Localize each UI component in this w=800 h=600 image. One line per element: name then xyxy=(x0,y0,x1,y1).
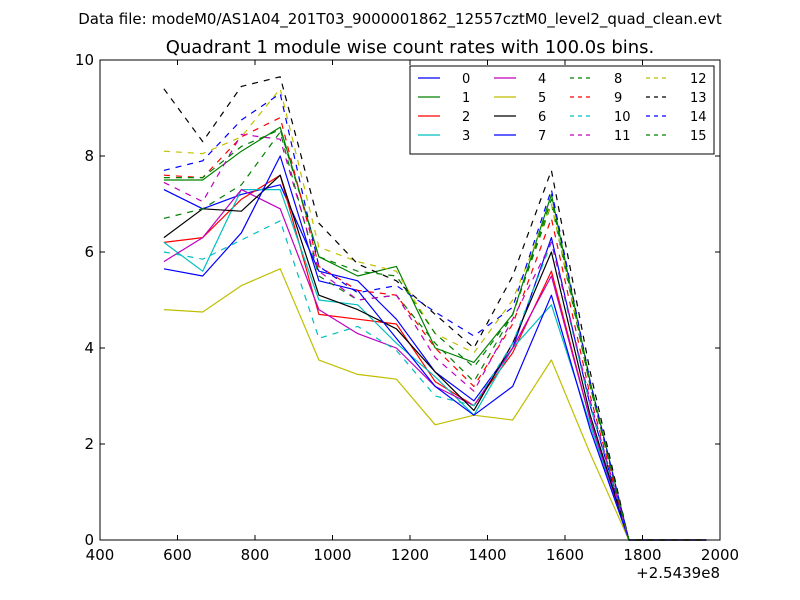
legend-label-6: 6 xyxy=(538,110,546,125)
legend-label-1: 1 xyxy=(462,91,470,106)
series-line-4 xyxy=(163,189,707,541)
series-line-13 xyxy=(163,76,707,541)
legend-label-12: 12 xyxy=(690,72,707,87)
series-line-5 xyxy=(163,268,707,541)
x-tick-label: 1600 xyxy=(546,546,584,564)
legend-label-9: 9 xyxy=(614,91,622,106)
x-tick-label: 400 xyxy=(86,546,115,564)
y-tick-label: 0 xyxy=(84,531,94,549)
series-line-14 xyxy=(163,92,707,541)
legend-label-4: 4 xyxy=(538,72,546,87)
series-line-12 xyxy=(163,88,707,541)
legend-label-5: 5 xyxy=(538,91,546,106)
series-line-15 xyxy=(163,129,707,541)
legend-label-7: 7 xyxy=(538,129,546,144)
legend-label-13: 13 xyxy=(690,91,707,106)
x-tick-label: 1000 xyxy=(313,546,351,564)
legend-label-11: 11 xyxy=(614,129,631,144)
x-offset-label: +2.5439e8 xyxy=(636,564,720,582)
series-line-6 xyxy=(163,174,707,541)
legend-label-0: 0 xyxy=(462,72,470,87)
series-line-7 xyxy=(163,155,707,541)
legend-label-3: 3 xyxy=(462,129,470,144)
y-tick-label: 4 xyxy=(84,339,94,357)
y-tick-label: 8 xyxy=(84,147,94,165)
series-line-10 xyxy=(163,220,707,541)
plot-frame xyxy=(99,59,721,541)
chart-title: Quadrant 1 module wise count rates with … xyxy=(166,37,655,58)
x-tick-label: 1800 xyxy=(623,546,661,564)
series-line-9 xyxy=(163,116,707,541)
x-tick-labels: 400 600 800 1000 1200 1400 1600 1800 2000 xyxy=(86,546,739,564)
series-line-3 xyxy=(163,189,707,541)
y-tick-labels: 0 2 4 6 8 10 xyxy=(75,51,94,549)
legend-label-14: 14 xyxy=(690,110,707,125)
x-tick-label: 1400 xyxy=(468,546,506,564)
x-tick-label: 1200 xyxy=(391,546,429,564)
x-tick-label: 2000 xyxy=(701,546,739,564)
plot-area xyxy=(99,59,721,541)
series-lines xyxy=(163,76,707,541)
y-tick-label: 2 xyxy=(84,435,94,453)
legend-label-8: 8 xyxy=(614,72,622,87)
x-tick-label: 600 xyxy=(163,546,192,564)
legend-label-15: 15 xyxy=(690,129,707,144)
suptitle: Data file: modeM0/AS1A04_201T03_90000018… xyxy=(78,10,722,29)
y-tick-label: 6 xyxy=(84,243,94,261)
legend-frame xyxy=(409,65,715,155)
legend-label-2: 2 xyxy=(462,110,470,125)
legend-label-10: 10 xyxy=(614,110,631,125)
x-tick-label: 800 xyxy=(241,546,270,564)
y-tick-label: 10 xyxy=(75,51,94,69)
series-line-11 xyxy=(163,133,707,541)
